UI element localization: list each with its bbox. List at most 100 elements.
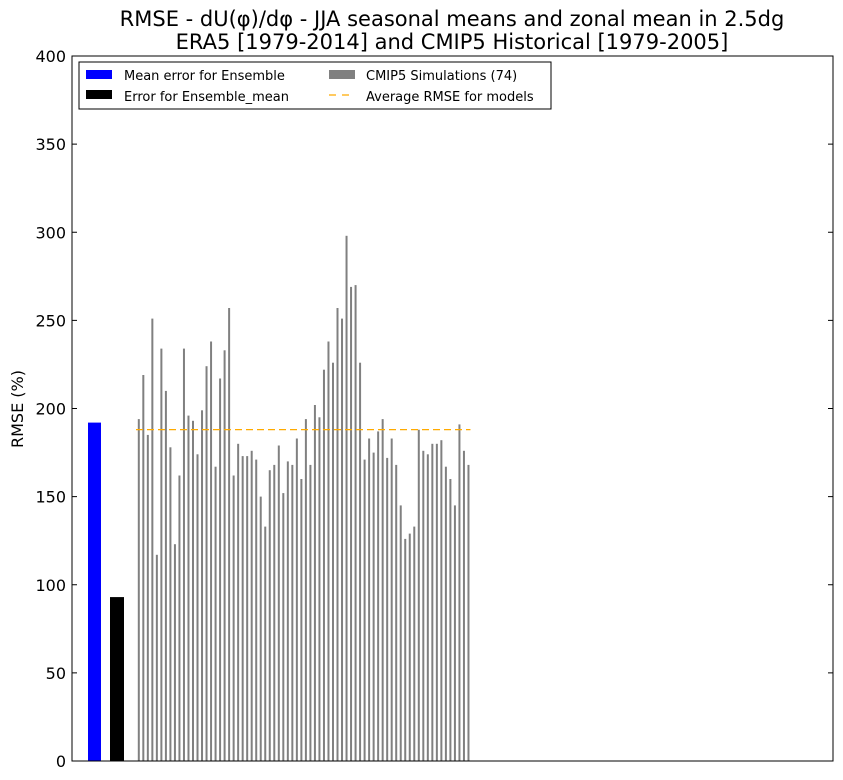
- simulation-bar: [164, 390, 167, 761]
- simulation-bar: [386, 457, 389, 761]
- simulation-bar: [137, 419, 140, 761]
- simulation-bar: [142, 375, 145, 761]
- y-axis-label: RMSE (%): [8, 370, 27, 448]
- simulation-bar: [345, 235, 348, 762]
- y-tick-label: 250: [35, 311, 66, 330]
- simulation-bar: [381, 419, 384, 761]
- simulation-bar: [417, 429, 420, 761]
- simulation-bar: [264, 526, 267, 761]
- simulation-bar: [205, 366, 208, 761]
- simulation-bar: [413, 526, 416, 761]
- simulation-bar: [322, 369, 325, 761]
- plot-area: 0 50 100 150 200 250 300 350 400 Mean error for E…: [35, 47, 834, 771]
- simulation-bar: [268, 470, 271, 761]
- simulation-bar: [350, 286, 353, 761]
- chart-title-line-1: RMSE - dU(φ)/dφ - JJA seasonal means and…: [120, 7, 785, 31]
- simulation-bar: [273, 464, 276, 761]
- simulation-bar: [467, 464, 470, 761]
- simulation-bar: [354, 285, 357, 761]
- y-tick-label: 300: [35, 223, 66, 242]
- simulation-bar: [336, 308, 339, 761]
- legend-swatch-ensemble-mean: [86, 90, 112, 99]
- y-tick-label: 50: [46, 664, 66, 683]
- simulation-bar: [431, 443, 434, 762]
- simulation-bar: [237, 443, 240, 762]
- simulation-bar: [232, 475, 235, 761]
- simulation-bar: [259, 496, 262, 761]
- simulation-bar: [304, 419, 307, 761]
- simulation-bar: [372, 452, 375, 761]
- simulation-bar: [313, 405, 316, 761]
- simulation-bar: [282, 493, 285, 761]
- simulation-bar: [377, 431, 380, 761]
- simulation-bar: [214, 466, 217, 761]
- simulation-bar: [444, 466, 447, 761]
- simulation-bar: [359, 362, 362, 761]
- y-tick-label: 200: [35, 400, 66, 419]
- simulation-bar: [422, 450, 425, 761]
- simulation-bar: [277, 445, 280, 761]
- simulation-bar: [155, 554, 158, 761]
- simulation-bar: [178, 475, 181, 761]
- simulation-bar: [363, 459, 366, 761]
- ensemble-mean-bar: [110, 597, 124, 761]
- legend: Mean error for Ensemble Error for Ensembl…: [78, 61, 552, 110]
- simulation-bar: [399, 505, 402, 761]
- simulation-bar: [241, 456, 244, 761]
- simulation-bar: [295, 438, 298, 761]
- y-tick-label: 400: [35, 47, 66, 66]
- simulation-bar: [440, 440, 443, 761]
- simulation-bar: [309, 464, 312, 761]
- simulation-bar: [435, 443, 438, 762]
- y-tick-label: 0: [56, 752, 66, 771]
- legend-swatch-ensemble-error: [86, 70, 112, 79]
- simulation-bar: [173, 544, 176, 761]
- simulation-bar: [318, 417, 321, 761]
- simulation-bar: [250, 450, 253, 761]
- y-tick-label: 150: [35, 488, 66, 507]
- simulation-bar: [300, 479, 303, 761]
- simulation-bar: [286, 461, 289, 761]
- simulation-bar: [408, 533, 411, 761]
- legend-box: [78, 61, 552, 110]
- ensemble-mean-error-bar: [88, 422, 101, 761]
- simulation-bar: [146, 434, 149, 761]
- simulation-bar: [219, 378, 222, 761]
- simulation-bar: [327, 341, 330, 761]
- legend-label-ensemble-mean: Error for Ensemble_mean: [124, 90, 289, 105]
- legend-swatch-simulations: [329, 70, 355, 79]
- simulation-bar: [196, 454, 199, 761]
- simulation-bar: [395, 464, 398, 761]
- simulation-bar: [291, 464, 294, 761]
- simulation-bar: [404, 538, 407, 761]
- simulation-bar: [449, 479, 452, 761]
- simulation-bar: [426, 454, 429, 761]
- simulation-bar: [223, 350, 226, 761]
- simulation-bar: [453, 505, 456, 761]
- simulation-bar: [458, 424, 461, 761]
- simulation-bar: [331, 362, 334, 761]
- legend-label-simulations: CMIP5 Simulations (74): [366, 69, 517, 84]
- simulation-bar: [191, 420, 194, 761]
- simulation-bar: [255, 459, 258, 761]
- legend-label-ensemble-error: Mean error for Ensemble: [124, 69, 285, 84]
- simulation-bar: [187, 415, 190, 761]
- simulation-bar: [228, 308, 231, 761]
- simulation-bar: [390, 438, 393, 761]
- legend-label-average: Average RMSE for models: [366, 90, 534, 105]
- simulation-bar: [201, 410, 204, 761]
- y-tick-label: 100: [35, 576, 66, 595]
- simulation-bar: [151, 318, 154, 761]
- simulation-bar: [246, 456, 249, 761]
- simulation-bar: [182, 348, 185, 761]
- simulation-bar: [210, 341, 213, 761]
- plot-frame: [71, 55, 834, 762]
- y-tick-label: 350: [35, 135, 66, 154]
- simulation-bar: [462, 450, 465, 761]
- simulation-bar: [160, 348, 163, 761]
- simulation-bar: [341, 318, 344, 761]
- simulation-bar: [368, 438, 371, 761]
- simulation-bar: [169, 447, 172, 761]
- chart-title-line-2: ERA5 [1979-2014] and CMIP5 Historical [1…: [176, 30, 729, 54]
